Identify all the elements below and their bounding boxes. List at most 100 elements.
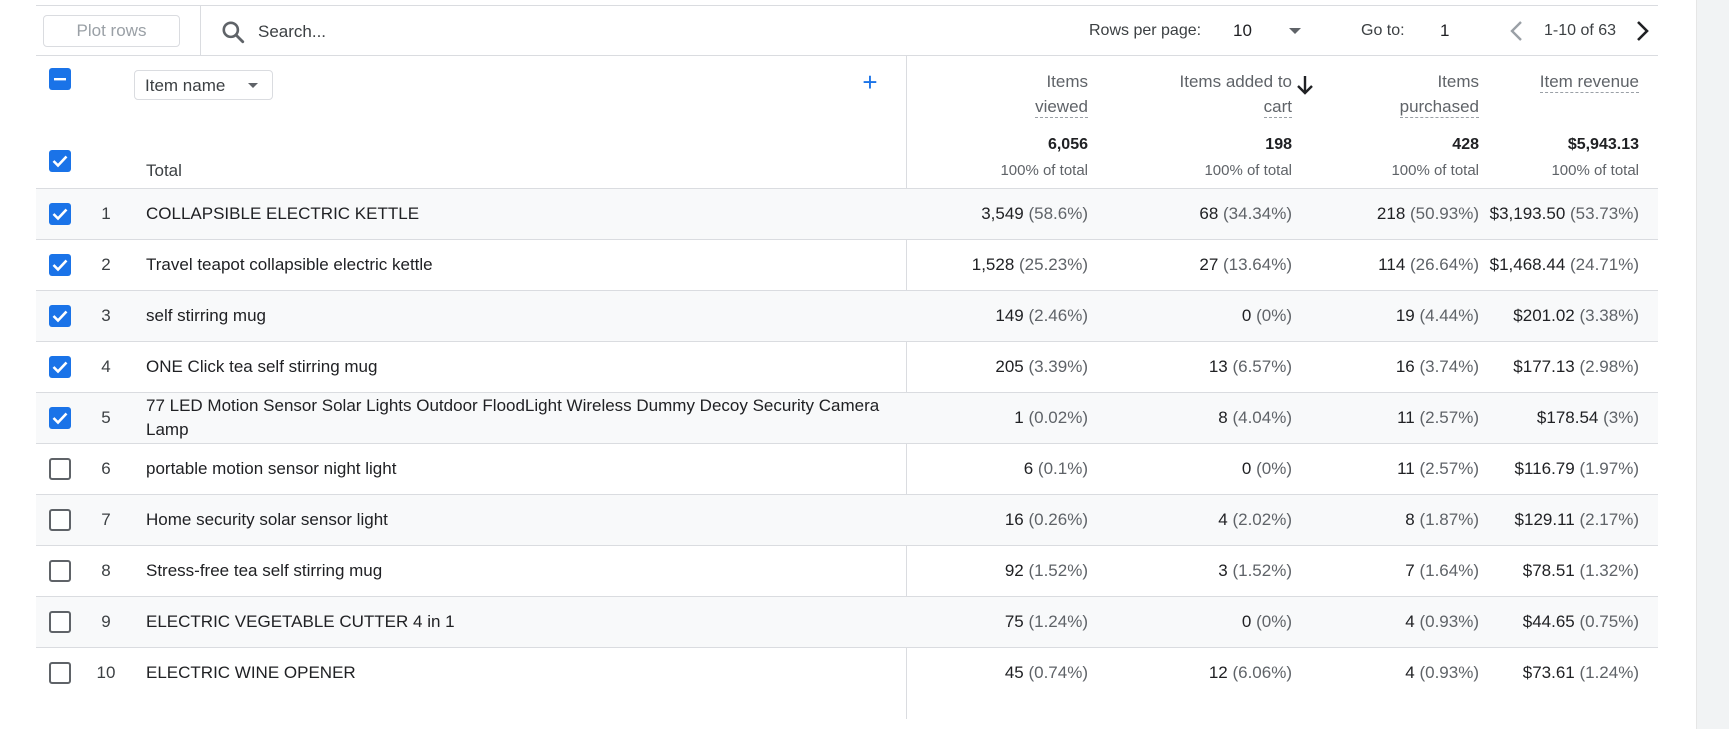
row-item-name: ELECTRIC VEGETABLE CUTTER 4 in 1 bbox=[146, 597, 891, 647]
row-item-name-text: Stress-free tea self stirring mug bbox=[146, 561, 383, 580]
total-items-added-to-cart: 198 bbox=[1265, 136, 1292, 153]
row-checkbox[interactable] bbox=[49, 560, 71, 582]
cell-value: 6 bbox=[1023, 459, 1034, 478]
cell-items-added-to-cart: 8 (4.04%) bbox=[1218, 393, 1292, 443]
cell-percent: (34.34%) bbox=[1223, 204, 1292, 223]
cell-percent: (0%) bbox=[1256, 612, 1292, 631]
table-row[interactable]: 6 portable motion sensor night light 6 (0.… bbox=[36, 443, 1658, 494]
cell-percent: (53.73%) bbox=[1570, 204, 1639, 223]
cell-percent: (58.6%) bbox=[1028, 204, 1088, 223]
column-header-line: Items bbox=[1046, 72, 1088, 91]
column-header-items-added-to-cart[interactable]: Items added to cart bbox=[1102, 69, 1292, 119]
column-header-line: cart bbox=[1263, 97, 1292, 118]
add-dimension-button[interactable]: + bbox=[862, 67, 878, 97]
cell-item-revenue: $73.61 (1.24%) bbox=[1523, 648, 1639, 698]
column-header-item-revenue[interactable]: Item revenue bbox=[1489, 69, 1639, 94]
cell-percent: (2.57%) bbox=[1419, 408, 1479, 427]
plot-rows-button[interactable]: Plot rows bbox=[43, 15, 180, 47]
row-checkbox[interactable] bbox=[49, 305, 71, 327]
chevron-down-icon[interactable] bbox=[1289, 28, 1301, 34]
row-checkbox[interactable] bbox=[49, 662, 71, 684]
cell-value: $73.61 bbox=[1522, 663, 1575, 682]
chevron-left-icon[interactable] bbox=[1506, 19, 1528, 43]
row-checkbox[interactable] bbox=[49, 203, 71, 225]
totals-checkbox[interactable] bbox=[49, 150, 71, 172]
dimension-label: Item name bbox=[145, 76, 226, 95]
cell-items-added-to-cart: 0 (0%) bbox=[1242, 444, 1292, 494]
sort-descending-icon[interactable] bbox=[1296, 74, 1314, 96]
row-item-name: COLLAPSIBLE ELECTRIC KETTLE bbox=[146, 189, 891, 239]
row-checkbox[interactable] bbox=[49, 407, 71, 429]
column-header-items-viewed[interactable]: Items viewed bbox=[938, 69, 1088, 119]
column-header-line: viewed bbox=[1035, 97, 1088, 118]
column-header-items-purchased[interactable]: Items purchased bbox=[1329, 69, 1479, 119]
cell-percent: (25.23%) bbox=[1019, 255, 1088, 274]
cell-items-viewed: 75 (1.24%) bbox=[1005, 597, 1088, 647]
table-row[interactable]: 10 ELECTRIC WINE OPENER 45 (0.74%) 12 (6.06… bbox=[36, 647, 1658, 698]
cell-percent: (6.57%) bbox=[1232, 357, 1292, 376]
cell-value: $116.79 bbox=[1514, 459, 1575, 478]
row-number: 8 bbox=[101, 561, 111, 580]
cell-percent: (0%) bbox=[1256, 306, 1292, 325]
row-item-name-text: COLLAPSIBLE ELECTRIC KETTLE bbox=[146, 204, 420, 223]
cell-value: 4 bbox=[1218, 510, 1228, 529]
row-checkbox[interactable] bbox=[49, 254, 71, 276]
cell-value: 27 bbox=[1199, 255, 1219, 274]
toolbar-divider bbox=[200, 6, 201, 56]
cell-percent: (6.06%) bbox=[1232, 663, 1292, 682]
select-all-checkbox[interactable] bbox=[49, 68, 71, 90]
cell-items-purchased: 4 (0.93%) bbox=[1405, 648, 1479, 698]
table-row[interactable]: 8 Stress-free tea self stirring mug 92 (1.… bbox=[36, 545, 1658, 596]
dimension-selector[interactable]: Item name bbox=[134, 70, 273, 100]
cell-items-viewed: 16 (0.26%) bbox=[1005, 495, 1088, 545]
cell-percent: (1.52%) bbox=[1232, 561, 1292, 580]
cell-value: 16 bbox=[1004, 510, 1024, 529]
chevron-right-icon[interactable] bbox=[1631, 19, 1653, 43]
cell-value: $177.13 bbox=[1513, 357, 1575, 376]
cell-percent: (1.24%) bbox=[1579, 663, 1639, 682]
cell-items-viewed: 92 (1.52%) bbox=[1005, 546, 1088, 596]
cell-items-added-to-cart: 0 (0%) bbox=[1242, 291, 1292, 341]
row-item-name-text: ELECTRIC WINE OPENER bbox=[146, 663, 356, 682]
column-header-line: purchased bbox=[1399, 97, 1479, 118]
cell-items-viewed: 205 (3.39%) bbox=[995, 342, 1088, 392]
row-checkbox[interactable] bbox=[49, 356, 71, 378]
row-item-name: 77 LED Motion Sensor Solar Lights Outdoo… bbox=[146, 393, 891, 443]
cell-percent: (3%) bbox=[1603, 408, 1639, 427]
cell-items-added-to-cart: 68 (34.34%) bbox=[1199, 189, 1292, 239]
table-row[interactable]: 9 ELECTRIC VEGETABLE CUTTER 4 in 1 75 (1.2… bbox=[36, 596, 1658, 647]
cell-value: 149 bbox=[995, 306, 1024, 325]
row-number: 9 bbox=[101, 612, 111, 631]
cell-percent: (26.64%) bbox=[1410, 255, 1479, 274]
table-row[interactable]: 1 COLLAPSIBLE ELECTRIC KETTLE 3,549 (58.6%… bbox=[36, 188, 1658, 239]
column-header-line: Items added to bbox=[1179, 72, 1292, 91]
table-row[interactable]: 5 77 LED Motion Sensor Solar Lights Outdo… bbox=[36, 392, 1658, 443]
table-row[interactable]: 2 Travel teapot collapsible electric kett… bbox=[36, 239, 1658, 290]
cell-value: 218 bbox=[1376, 204, 1406, 223]
total-pct: 100% of total bbox=[1000, 162, 1088, 179]
table-row[interactable]: 3 self stirring mug 149 (2.46%) 0 (0%) 19 (4… bbox=[36, 290, 1658, 341]
row-checkbox[interactable] bbox=[49, 458, 71, 480]
rows-per-page-select[interactable]: 10 bbox=[1233, 21, 1252, 40]
total-pct: 100% of total bbox=[1204, 162, 1292, 179]
cell-item-revenue: $78.51 (1.32%) bbox=[1523, 546, 1639, 596]
goto-page-input[interactable]: 1 bbox=[1440, 21, 1450, 40]
cell-value: 1,528 bbox=[971, 255, 1015, 274]
cell-items-purchased: 11 (2.57%) bbox=[1397, 444, 1479, 494]
table-row[interactable]: 7 Home security solar sensor light 16 (0.2… bbox=[36, 494, 1658, 545]
row-number: 5 bbox=[101, 408, 111, 427]
column-header-line: Item revenue bbox=[1539, 72, 1639, 93]
row-checkbox[interactable] bbox=[49, 611, 71, 633]
search-input[interactable] bbox=[258, 18, 638, 46]
table-row[interactable]: 4 ONE Click tea self stirring mug 205 (3.3… bbox=[36, 341, 1658, 392]
cell-value: 205 bbox=[995, 357, 1024, 376]
cell-value: 7 bbox=[1405, 561, 1415, 580]
row-item-name-text: Home security solar sensor light bbox=[146, 510, 388, 529]
cell-item-revenue: $201.02 (3.38%) bbox=[1513, 291, 1639, 341]
cell-items-purchased: 114 (26.64%) bbox=[1378, 240, 1479, 290]
vertical-scrollbar[interactable] bbox=[1696, 0, 1729, 729]
row-checkbox[interactable] bbox=[49, 509, 71, 531]
cell-items-purchased: 8 (1.87%) bbox=[1405, 495, 1479, 545]
cell-value: 1 bbox=[1014, 408, 1024, 427]
totals-label: Total bbox=[146, 161, 182, 180]
